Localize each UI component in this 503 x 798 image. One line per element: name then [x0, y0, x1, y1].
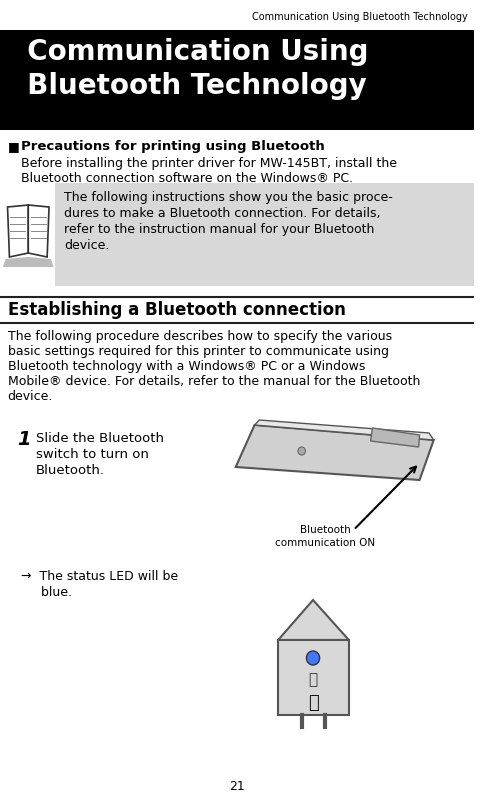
- Text: blue.: blue.: [21, 586, 72, 599]
- Text: →  The status LED will be: → The status LED will be: [21, 570, 178, 583]
- Text: Precautions for printing using Bluetooth: Precautions for printing using Bluetooth: [21, 140, 324, 153]
- Text: 21: 21: [229, 780, 244, 793]
- Polygon shape: [3, 257, 54, 267]
- Text: ⏻: ⏻: [308, 672, 317, 687]
- Circle shape: [306, 651, 319, 665]
- Polygon shape: [255, 420, 434, 440]
- Text: Bluetooth technology with a Windows® PC or a Windows: Bluetooth technology with a Windows® PC …: [8, 360, 365, 373]
- Polygon shape: [236, 425, 434, 480]
- Text: Bluetooth connection software on the Windows® PC.: Bluetooth connection software on the Win…: [21, 172, 353, 185]
- Text: ■: ■: [8, 140, 19, 153]
- FancyBboxPatch shape: [55, 183, 474, 286]
- Text: Communication Using Bluetooth Technology: Communication Using Bluetooth Technology: [252, 12, 468, 22]
- Text: Mobile® device. For details, refer to the manual for the Bluetooth: Mobile® device. For details, refer to th…: [8, 375, 420, 388]
- FancyBboxPatch shape: [278, 640, 349, 715]
- Text: basic settings required for this printer to communicate using: basic settings required for this printer…: [8, 345, 388, 358]
- Text: Slide the Bluetooth: Slide the Bluetooth: [36, 432, 164, 445]
- Text: The following procedure describes how to specify the various: The following procedure describes how to…: [8, 330, 392, 343]
- Text: Before installing the printer driver for MW-145BT, install the: Before installing the printer driver for…: [21, 157, 397, 170]
- Text: Bluetooth: Bluetooth: [300, 525, 351, 535]
- FancyBboxPatch shape: [0, 30, 474, 130]
- Polygon shape: [371, 428, 420, 447]
- Circle shape: [298, 447, 305, 455]
- Polygon shape: [8, 205, 28, 257]
- Text: Bluetooth.: Bluetooth.: [36, 464, 105, 477]
- Text: The following instructions show you the basic proce-: The following instructions show you the …: [64, 191, 393, 204]
- Text: Ⓑ: Ⓑ: [308, 694, 318, 712]
- Text: refer to the instruction manual for your Bluetooth: refer to the instruction manual for your…: [64, 223, 375, 236]
- Text: dures to make a Bluetooth connection. For details,: dures to make a Bluetooth connection. Fo…: [64, 207, 381, 220]
- Text: switch to turn on: switch to turn on: [36, 448, 149, 461]
- Text: device.: device.: [8, 390, 53, 403]
- Polygon shape: [28, 205, 49, 257]
- Text: 1: 1: [17, 430, 31, 449]
- Text: communication ON: communication ON: [275, 538, 375, 548]
- Text: Establishing a Bluetooth connection: Establishing a Bluetooth connection: [8, 301, 346, 319]
- Polygon shape: [278, 600, 349, 640]
- Text: device.: device.: [64, 239, 110, 252]
- Text: Communication Using
  Bluetooth Technology: Communication Using Bluetooth Technology: [8, 38, 368, 100]
